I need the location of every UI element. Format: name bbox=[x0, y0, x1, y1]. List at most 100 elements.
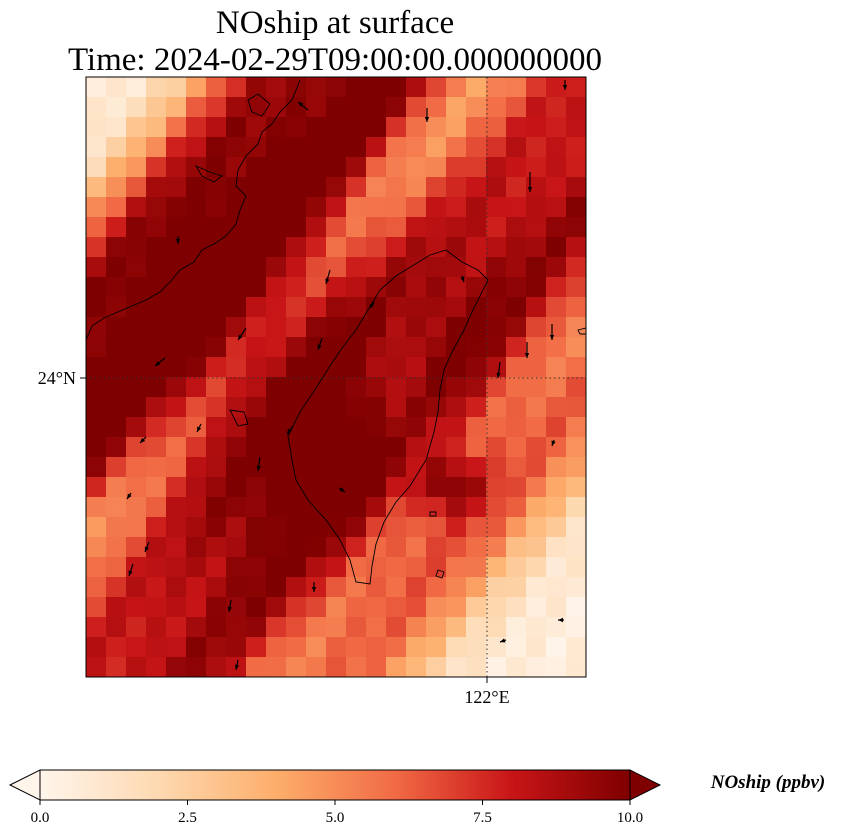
field-cell bbox=[166, 557, 187, 578]
field-cell bbox=[466, 417, 487, 438]
field-cell bbox=[306, 637, 327, 658]
field-cell bbox=[566, 377, 586, 398]
field-cell bbox=[86, 77, 107, 98]
field-cell bbox=[286, 177, 307, 198]
field-cell bbox=[326, 637, 347, 658]
field-cell bbox=[346, 357, 367, 378]
field-cell bbox=[466, 257, 487, 278]
field-cell bbox=[366, 597, 387, 618]
field-cell bbox=[246, 537, 267, 558]
colorbar-tick-label: 10.0 bbox=[617, 810, 643, 826]
field-cell bbox=[566, 497, 586, 518]
field-cell bbox=[426, 597, 447, 618]
wind-vector-head bbox=[558, 617, 563, 623]
field-cell bbox=[366, 337, 387, 358]
field-cell bbox=[466, 117, 487, 138]
field-cell bbox=[406, 257, 427, 278]
field-cell bbox=[566, 397, 586, 418]
field-cell bbox=[386, 657, 407, 677]
field-cell bbox=[446, 577, 467, 598]
field-cell bbox=[166, 317, 187, 338]
field-cell bbox=[226, 297, 247, 318]
field-cell bbox=[126, 157, 147, 178]
field-cell bbox=[346, 577, 367, 598]
field-cell bbox=[486, 437, 507, 458]
field-cell bbox=[566, 417, 586, 438]
field-cell bbox=[246, 457, 267, 478]
field-cell bbox=[286, 357, 307, 378]
islet-4 bbox=[435, 569, 445, 579]
field-cell bbox=[146, 577, 167, 598]
field-cell bbox=[246, 97, 267, 118]
field-cell bbox=[466, 277, 487, 298]
field-cell bbox=[366, 577, 387, 598]
field-cell bbox=[326, 317, 347, 338]
field-cell bbox=[226, 437, 247, 458]
field-cell bbox=[486, 317, 507, 338]
field-cell bbox=[306, 657, 327, 677]
field-cell bbox=[346, 97, 367, 118]
field-cell bbox=[166, 617, 187, 638]
field-cell bbox=[166, 457, 187, 478]
wind-vector-head bbox=[128, 570, 133, 576]
field-cell bbox=[206, 317, 227, 338]
field-cell bbox=[146, 597, 167, 618]
field-cell bbox=[226, 317, 247, 338]
field-cell bbox=[206, 77, 227, 98]
field-cell bbox=[146, 197, 167, 218]
field-cell bbox=[166, 197, 187, 218]
field-cell bbox=[466, 537, 487, 558]
field-cell bbox=[226, 137, 247, 158]
field-cell bbox=[406, 397, 427, 418]
field-cell bbox=[146, 497, 167, 518]
field-cell bbox=[506, 657, 527, 677]
field-cell bbox=[166, 277, 187, 298]
field-cell bbox=[146, 297, 167, 318]
field-cell bbox=[146, 437, 167, 458]
field-cell bbox=[546, 617, 567, 638]
field-cell bbox=[166, 297, 187, 318]
wind-vector-head bbox=[551, 440, 556, 446]
field-cell bbox=[286, 117, 307, 138]
field-cell bbox=[446, 557, 467, 578]
field-cell bbox=[426, 237, 447, 258]
field-cell bbox=[526, 117, 547, 138]
field-cell bbox=[86, 177, 107, 198]
field-cell bbox=[406, 217, 427, 238]
field-cell bbox=[326, 177, 347, 198]
field-cell bbox=[546, 477, 567, 498]
field-cell bbox=[306, 417, 327, 438]
field-cell bbox=[226, 337, 247, 358]
field-cell bbox=[146, 537, 167, 558]
field-cell bbox=[466, 77, 487, 98]
field-cell bbox=[546, 157, 567, 178]
field-cell bbox=[106, 597, 127, 618]
field-cell bbox=[506, 157, 527, 178]
field-cell bbox=[86, 577, 107, 598]
field-cell bbox=[286, 657, 307, 677]
field-cell bbox=[186, 437, 207, 458]
field-cell bbox=[466, 217, 487, 238]
field-cell bbox=[206, 277, 227, 298]
field-cell bbox=[166, 537, 187, 558]
field-cell bbox=[466, 617, 487, 638]
field-cell bbox=[186, 277, 207, 298]
field-cell bbox=[466, 237, 487, 258]
field-cell bbox=[126, 417, 147, 438]
field-cell bbox=[286, 337, 307, 358]
field-cell bbox=[546, 117, 567, 138]
field-cell bbox=[346, 177, 367, 198]
field-cell bbox=[326, 237, 347, 258]
field-cell bbox=[406, 97, 427, 118]
islet-3 bbox=[429, 511, 437, 517]
field-cell bbox=[126, 397, 147, 418]
field-cell bbox=[386, 77, 407, 98]
field-cell bbox=[486, 377, 507, 398]
field-cell bbox=[466, 557, 487, 578]
field-cell bbox=[386, 137, 407, 158]
field-cell bbox=[566, 137, 586, 158]
field-cell bbox=[186, 337, 207, 358]
field-cell bbox=[506, 637, 527, 658]
field-cell bbox=[546, 417, 567, 438]
